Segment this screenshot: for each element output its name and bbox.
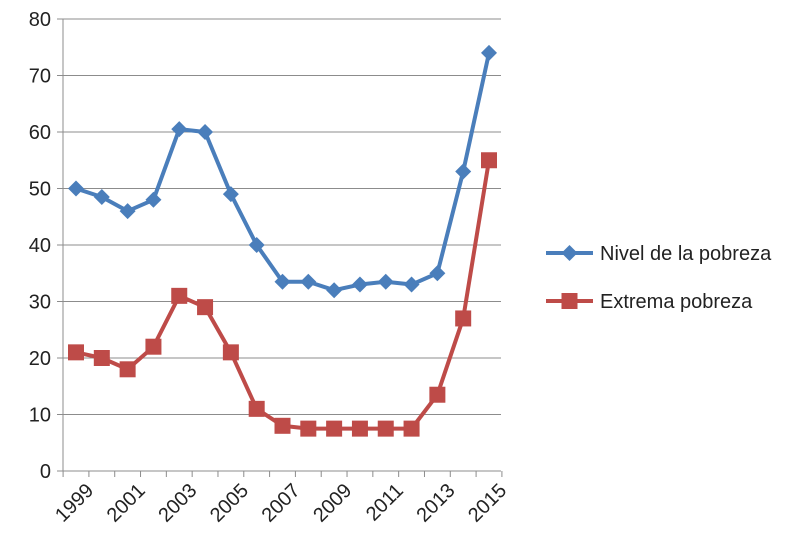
data-point-square [481, 152, 497, 169]
legend-marker-diamond [561, 245, 578, 261]
data-point-square [145, 338, 162, 355]
data-point-diamond [300, 273, 317, 290]
data-point-diamond [93, 188, 110, 205]
data-point-diamond [326, 282, 343, 299]
data-point-square [300, 420, 317, 437]
legend-label-2: Extrema pobreza [600, 291, 753, 313]
x-tick-label: 2003 [154, 480, 201, 527]
x-tick-label: 2013 [412, 480, 459, 527]
x-axis-tick-labels: 1999 2001 2003 2005 2007 2009 2011 2013 2015 [51, 480, 511, 527]
data-point-square [377, 420, 394, 437]
legend: Nivel de la pobreza Extrema pobreza [546, 243, 772, 313]
y-tick-label: 30 [29, 292, 51, 314]
y-tick-label: 60 [29, 122, 51, 144]
x-tick-label: 2015 [464, 480, 511, 527]
series-line-2 [74, 158, 491, 431]
data-point-square [93, 350, 110, 366]
y-tick-label: 20 [29, 348, 51, 370]
data-point-diamond [403, 276, 420, 293]
axes [57, 18, 503, 477]
data-point-diamond [145, 191, 162, 208]
legend-marker-square [561, 293, 578, 309]
data-point-square [197, 299, 214, 316]
data-point-diamond [274, 273, 291, 290]
data-point-square [326, 420, 343, 437]
data-point-square [119, 361, 136, 378]
data-point-diamond [455, 163, 472, 180]
legend-label-1: Nivel de la pobreza [600, 243, 772, 265]
y-tick-label: 10 [29, 405, 51, 427]
data-point-square [429, 386, 446, 403]
gridlines [63, 18, 501, 415]
data-point-square [403, 420, 420, 437]
data-point-diamond [197, 124, 214, 140]
y-tick-label: 50 [29, 179, 51, 201]
data-point-square [171, 287, 188, 304]
data-point-diamond [222, 186, 239, 203]
data-point-diamond [429, 265, 446, 282]
data-point-diamond [68, 180, 84, 197]
series-lines [74, 50, 491, 431]
x-tick-label: 1999 [51, 480, 98, 527]
y-tick-label: 40 [29, 235, 51, 257]
series-line-1 [74, 50, 491, 293]
data-point-diamond [377, 273, 394, 290]
data-point-square [248, 400, 265, 417]
data-point-diamond [481, 44, 497, 61]
x-tick-label: 2001 [103, 480, 150, 527]
y-tick-label: 70 [29, 66, 51, 88]
data-point-square [455, 310, 472, 327]
y-tick-label: 0 [40, 461, 51, 483]
series-markers [68, 44, 497, 437]
x-tick-label: 2011 [362, 480, 408, 526]
data-point-square [274, 417, 291, 434]
data-point-diamond [248, 237, 265, 253]
data-point-diamond [351, 276, 368, 293]
x-tick-label: 2005 [206, 480, 253, 527]
data-point-square [351, 420, 368, 437]
y-tick-label: 80 [29, 9, 51, 31]
data-point-square [222, 344, 239, 361]
data-point-diamond [171, 121, 188, 138]
x-tick-label: 2007 [258, 480, 305, 527]
data-point-square [68, 344, 84, 361]
y-axis-tick-labels: 0 10 20 30 40 50 60 70 80 [29, 9, 51, 483]
x-tick-label: 2009 [309, 480, 356, 527]
data-point-diamond [119, 203, 136, 220]
